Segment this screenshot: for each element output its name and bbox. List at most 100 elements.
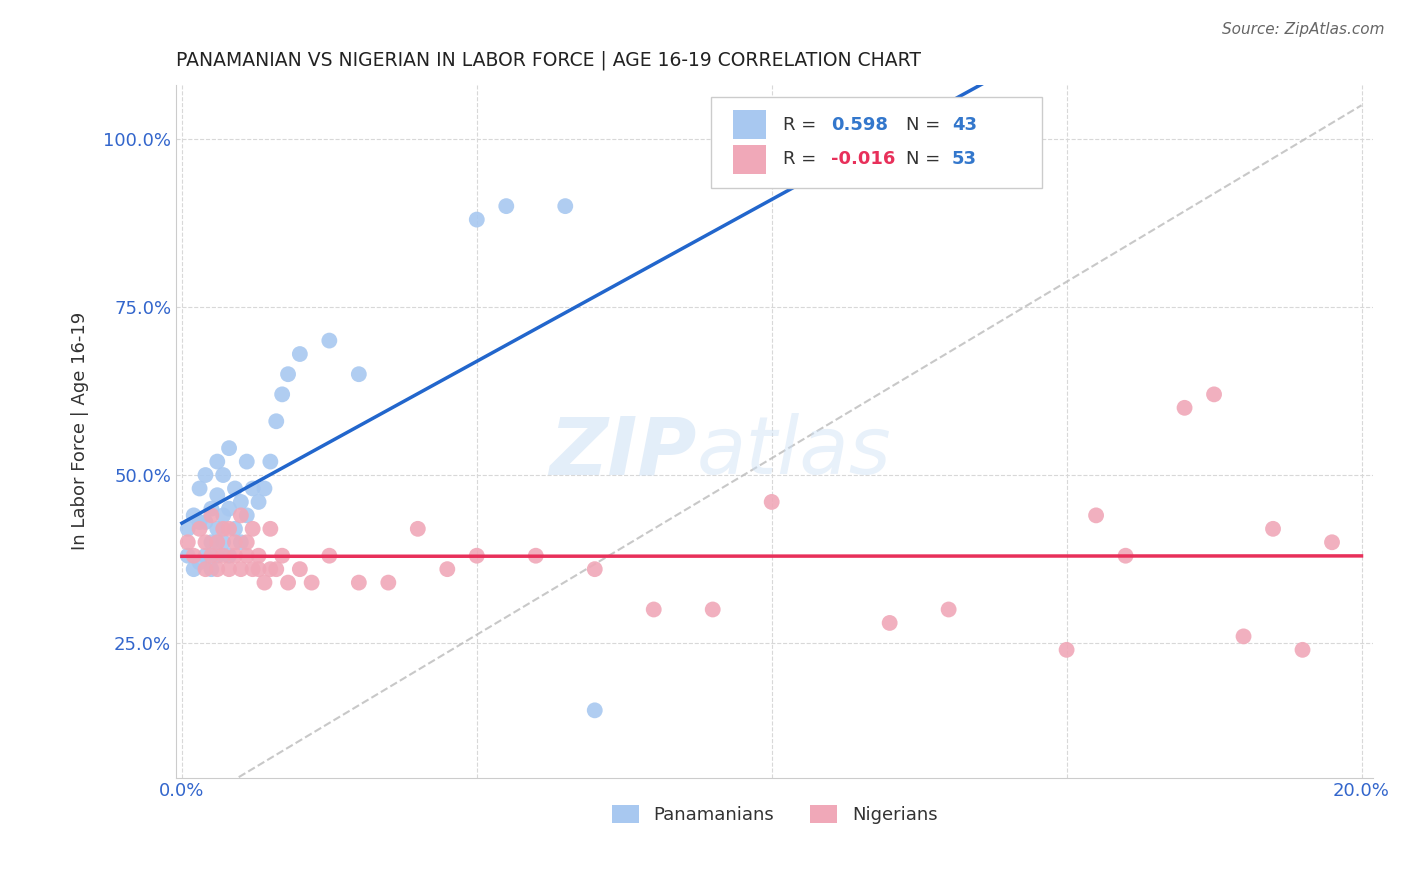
Point <box>1085 508 1108 523</box>
Text: N =: N = <box>907 116 941 134</box>
Point <box>194 562 217 576</box>
Point <box>583 562 606 576</box>
FancyBboxPatch shape <box>733 145 766 174</box>
Point <box>183 549 205 563</box>
Point <box>347 368 370 382</box>
Point <box>318 549 340 563</box>
Point <box>1174 401 1197 415</box>
Text: R =: R = <box>783 150 823 169</box>
Point <box>177 535 200 549</box>
Point <box>224 549 246 563</box>
Point <box>229 535 252 549</box>
Point <box>264 414 287 428</box>
Point <box>194 549 217 563</box>
Point <box>188 522 211 536</box>
Point <box>247 549 270 563</box>
Point <box>288 347 311 361</box>
Text: 0.598: 0.598 <box>831 116 889 134</box>
Point <box>879 615 901 630</box>
Point <box>1232 629 1254 643</box>
Point <box>218 522 240 536</box>
Point <box>702 602 724 616</box>
Point <box>218 562 240 576</box>
Point <box>212 508 235 523</box>
Point <box>207 549 229 563</box>
Point <box>271 549 294 563</box>
Text: -0.016: -0.016 <box>831 150 896 169</box>
Point <box>277 575 299 590</box>
FancyBboxPatch shape <box>711 97 1042 187</box>
Point <box>301 575 323 590</box>
Point <box>224 522 246 536</box>
Point <box>347 575 370 590</box>
Point <box>229 495 252 509</box>
Point <box>242 522 264 536</box>
Legend: Panamanians, Nigerians: Panamanians, Nigerians <box>612 805 938 824</box>
Point <box>938 602 960 616</box>
Point <box>236 454 259 468</box>
Point <box>194 515 217 529</box>
Point <box>207 522 229 536</box>
Point <box>218 441 240 455</box>
FancyBboxPatch shape <box>733 110 766 139</box>
Point <box>1320 535 1343 549</box>
Point <box>207 562 229 576</box>
Text: N =: N = <box>907 150 941 169</box>
Point <box>212 468 235 483</box>
Point <box>218 549 240 563</box>
Point <box>183 508 205 523</box>
Point <box>200 508 222 523</box>
Point <box>253 575 276 590</box>
Text: 43: 43 <box>952 116 977 134</box>
Point <box>583 703 606 717</box>
Point <box>200 549 222 563</box>
Point <box>1202 387 1225 401</box>
Point <box>207 454 229 468</box>
Text: atlas: atlas <box>697 413 891 491</box>
Point <box>224 482 246 496</box>
Point <box>264 562 287 576</box>
Point <box>271 387 294 401</box>
Point <box>236 535 259 549</box>
Point <box>1056 643 1078 657</box>
Point <box>242 562 264 576</box>
Point <box>200 501 222 516</box>
Text: R =: R = <box>783 116 823 134</box>
Point <box>200 535 222 549</box>
Point <box>242 482 264 496</box>
Point <box>200 562 222 576</box>
Point <box>207 488 229 502</box>
Point <box>236 549 259 563</box>
Point <box>288 562 311 576</box>
Point <box>554 199 576 213</box>
Y-axis label: In Labor Force | Age 16-19: In Labor Force | Age 16-19 <box>72 312 89 550</box>
Point <box>524 549 547 563</box>
Point <box>1291 643 1313 657</box>
Point <box>465 212 488 227</box>
Point <box>188 482 211 496</box>
Point <box>247 495 270 509</box>
Point <box>761 495 783 509</box>
Point <box>229 508 252 523</box>
Point <box>259 562 281 576</box>
Point <box>194 535 217 549</box>
Point <box>436 562 458 576</box>
Text: ZIP: ZIP <box>550 413 697 491</box>
Point <box>177 549 200 563</box>
Point <box>247 562 270 576</box>
Point <box>236 508 259 523</box>
Point <box>318 334 340 348</box>
Point <box>406 522 429 536</box>
Point <box>643 602 665 616</box>
Text: Source: ZipAtlas.com: Source: ZipAtlas.com <box>1222 22 1385 37</box>
Point <box>212 549 235 563</box>
Point <box>188 515 211 529</box>
Point <box>218 501 240 516</box>
Point <box>259 454 281 468</box>
Point <box>1115 549 1137 563</box>
Point <box>212 535 235 549</box>
Point <box>177 522 200 536</box>
Point <box>224 535 246 549</box>
Point <box>1261 522 1284 536</box>
Point <box>277 368 299 382</box>
